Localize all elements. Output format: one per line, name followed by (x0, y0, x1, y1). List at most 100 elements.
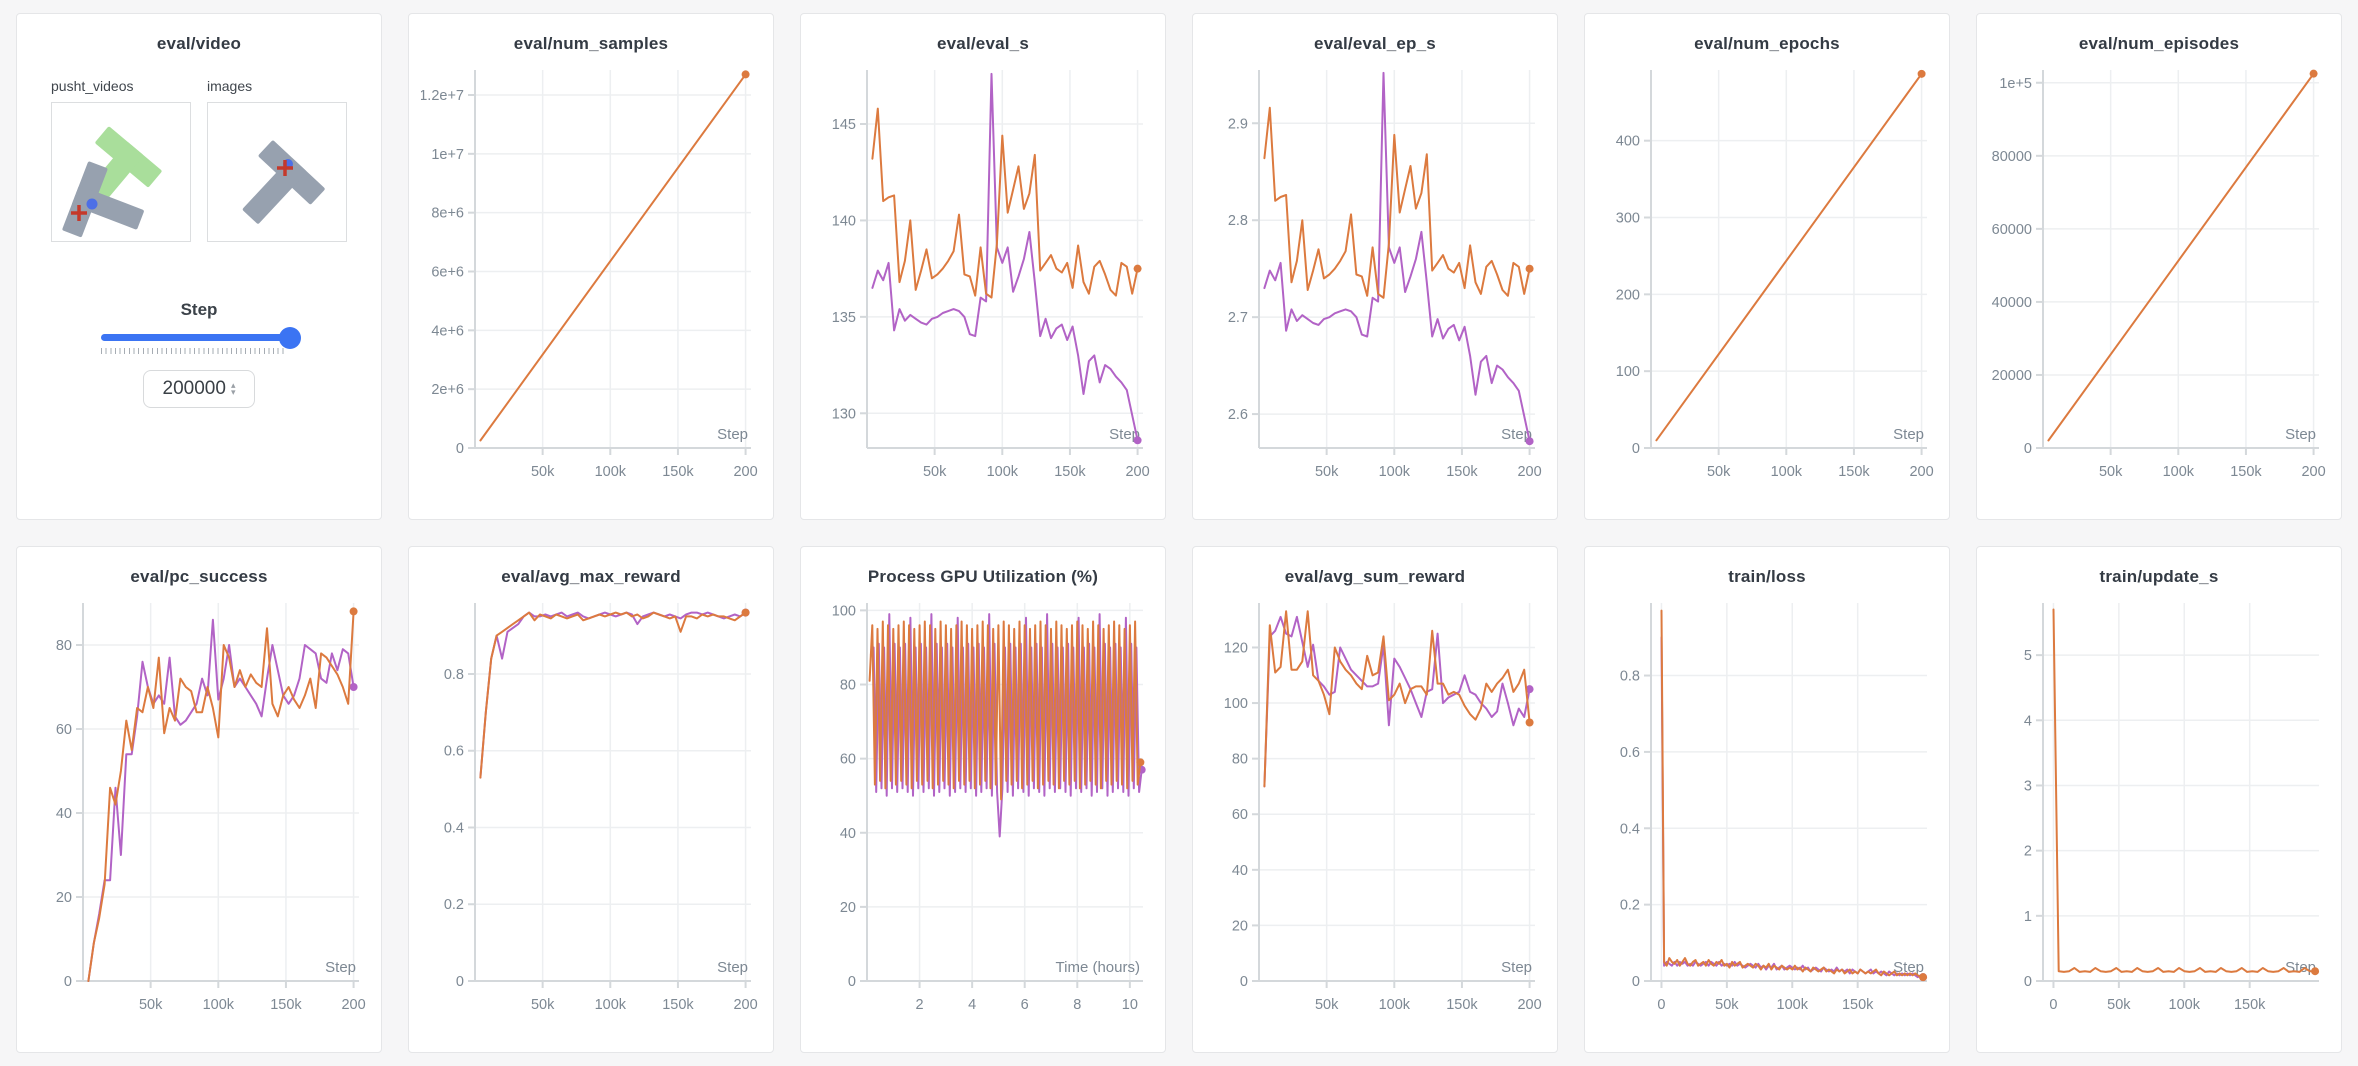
svg-text:80: 80 (1232, 752, 1248, 768)
svg-text:1: 1 (2024, 909, 2032, 925)
svg-text:150k: 150k (1842, 997, 1874, 1013)
svg-text:8: 8 (1073, 997, 1081, 1013)
gray-t-shape (62, 161, 144, 238)
svg-text:0.2: 0.2 (1620, 898, 1640, 914)
panel-gpu-utilization: Process GPU Utilization (%) 2 4 6 8 10 0 20 40 6… (800, 546, 1166, 1053)
svg-text:150k: 150k (270, 997, 302, 1013)
svg-text:80000: 80000 (1992, 149, 2032, 165)
svg-text:0: 0 (1657, 997, 1665, 1013)
svg-text:200: 200 (1517, 997, 1541, 1013)
svg-text:2.8: 2.8 (1228, 213, 1248, 229)
chart-eval-num-samples[interactable]: 50k 100k 150k 200 0 2e+6 4e+6 6e+6 8e+6 1e+7 1.2e+… (419, 58, 761, 494)
chart-title: eval/eval_s (936, 34, 1029, 53)
svg-text:Step: Step (2285, 959, 2316, 976)
svg-text:Step: Step (717, 959, 748, 976)
svg-text:100k: 100k (2163, 464, 2195, 480)
chart-eval-avg-sum-reward[interactable]: 50k 100k 150k 200 0 20 40 60 80 100 120 Step (1205, 591, 1545, 1027)
svg-text:150k: 150k (2230, 464, 2262, 480)
svg-text:0: 0 (456, 974, 464, 990)
svg-text:6e+6: 6e+6 (431, 265, 464, 281)
svg-text:50k: 50k (2099, 464, 2123, 480)
svg-text:0: 0 (2024, 441, 2032, 457)
svg-text:Step: Step (1109, 426, 1140, 443)
svg-text:2: 2 (916, 997, 924, 1013)
slider-handle[interactable] (279, 326, 301, 349)
svg-text:0: 0 (1632, 974, 1640, 990)
chart-eval-eval-s[interactable]: 50k 100k 150k 200 130 135 140 145 Step (813, 58, 1153, 494)
svg-text:40: 40 (56, 806, 72, 822)
svg-text:60000: 60000 (1992, 222, 2032, 238)
panel-eval-num-episodes: eval/num_episodes 50k 100k 150k 200 0 20000 40… (1976, 13, 2342, 520)
svg-text:0: 0 (64, 974, 72, 990)
chart-title: eval/num_epochs (1694, 34, 1840, 53)
chart-eval-avg-max-reward[interactable]: 50k 100k 150k 200 0 0.2 0.4 0.6 0.8 Step (421, 591, 761, 1027)
panel-eval-num-samples: eval/num_samples 50k 100k 150k 200 0 2e+6 4e+6… (408, 13, 774, 520)
panel-train-loss: train/loss 0 50k 100k 150k 0 0.2 0.4 0.6 0.8 Step (1584, 546, 1950, 1053)
stepper-up-icon[interactable]: ▴ (230, 380, 236, 390)
chart-eval-pc-success[interactable]: 50k 100k 150k 200 0 20 40 60 80 Step (29, 591, 369, 1027)
svg-text:60: 60 (840, 752, 856, 768)
chart-gpu-utilization[interactable]: 2 4 6 8 10 0 20 40 60 80 100 Time (hours) (813, 591, 1153, 1027)
svg-text:10: 10 (1122, 997, 1138, 1013)
svg-text:40000: 40000 (1992, 295, 2032, 311)
svg-text:100k: 100k (1771, 464, 1803, 480)
chart-train-loss[interactable]: 0 50k 100k 150k 0 0.2 0.4 0.6 0.8 Step (1597, 591, 1937, 1027)
svg-text:120: 120 (1224, 640, 1248, 656)
media-col-images: images (207, 78, 347, 242)
svg-text:4: 4 (2024, 713, 2032, 729)
svg-text:100: 100 (832, 603, 856, 619)
chart-title: train/update_s (2099, 567, 2219, 586)
panel-eval-video: eval/video pusht_videos (16, 13, 382, 520)
svg-text:50k: 50k (1707, 464, 1731, 480)
svg-text:20: 20 (840, 900, 856, 916)
slider-track[interactable] (101, 326, 301, 349)
svg-text:200: 200 (2301, 464, 2325, 480)
svg-text:150k: 150k (662, 997, 694, 1013)
svg-text:60: 60 (56, 722, 72, 738)
svg-text:0: 0 (848, 974, 856, 990)
svg-text:0.6: 0.6 (1620, 745, 1640, 761)
svg-text:100k: 100k (1379, 997, 1411, 1013)
svg-text:0: 0 (2024, 974, 2032, 990)
panel-eval-num-epochs: eval/num_epochs 50k 100k 150k 200 0 100 200 300… (1584, 13, 1950, 520)
svg-text:3: 3 (2024, 778, 2032, 794)
svg-text:40: 40 (840, 826, 856, 842)
svg-text:0: 0 (456, 441, 464, 457)
svg-text:Step: Step (1501, 426, 1532, 443)
svg-text:0.4: 0.4 (1620, 821, 1640, 837)
svg-text:50k: 50k (531, 997, 555, 1013)
chart-eval-num-epochs[interactable]: 50k 100k 150k 200 0 100 200 300 400 Step (1597, 58, 1937, 494)
step-slider[interactable] (101, 326, 301, 354)
chart-eval-num-episodes[interactable]: 50k 100k 150k 200 0 20000 40000 60000 80000 1e+5 S… (1989, 58, 2329, 494)
svg-text:100k: 100k (203, 997, 235, 1013)
svg-text:50k: 50k (139, 997, 163, 1013)
svg-text:200: 200 (733, 997, 757, 1013)
svg-text:300: 300 (1616, 211, 1640, 227)
svg-text:200: 200 (1616, 287, 1640, 303)
step-value-input[interactable]: 200000 ▴ ▾ (143, 370, 255, 408)
target-cross-icon (71, 205, 87, 221)
video-thumbnail-pusht[interactable] (51, 102, 191, 242)
svg-text:200: 200 (1125, 464, 1149, 480)
step-value[interactable]: 200000 (162, 378, 226, 399)
svg-text:4: 4 (968, 997, 976, 1013)
svg-text:Step: Step (1893, 959, 1924, 976)
image-thumbnail[interactable] (207, 102, 347, 242)
chart-train-update-s[interactable]: 0 50k 100k 150k 0 1 2 3 4 5 Step (1989, 591, 2329, 1027)
svg-text:0: 0 (1240, 974, 1248, 990)
stepper-down-icon[interactable]: ▾ (230, 387, 236, 397)
chart-title: eval/num_episodes (2078, 34, 2240, 53)
chart-eval-eval-ep-s[interactable]: 50k 100k 150k 200 2.6 2.7 2.8 2.9 Step (1205, 58, 1545, 494)
svg-text:400: 400 (1616, 134, 1640, 150)
media-label-pusht-videos: pusht_videos (51, 78, 134, 94)
svg-text:60: 60 (1232, 807, 1248, 823)
chart-title: eval/num_samples (513, 34, 669, 53)
svg-text:2e+6: 2e+6 (431, 382, 464, 398)
svg-text:140: 140 (832, 213, 856, 229)
media-col-pusht-videos: pusht_videos (51, 78, 191, 242)
svg-text:1.2e+7: 1.2e+7 (421, 88, 464, 104)
svg-text:Step: Step (2285, 426, 2316, 443)
panel-title: eval/video (156, 34, 242, 53)
svg-text:2: 2 (2024, 844, 2032, 860)
